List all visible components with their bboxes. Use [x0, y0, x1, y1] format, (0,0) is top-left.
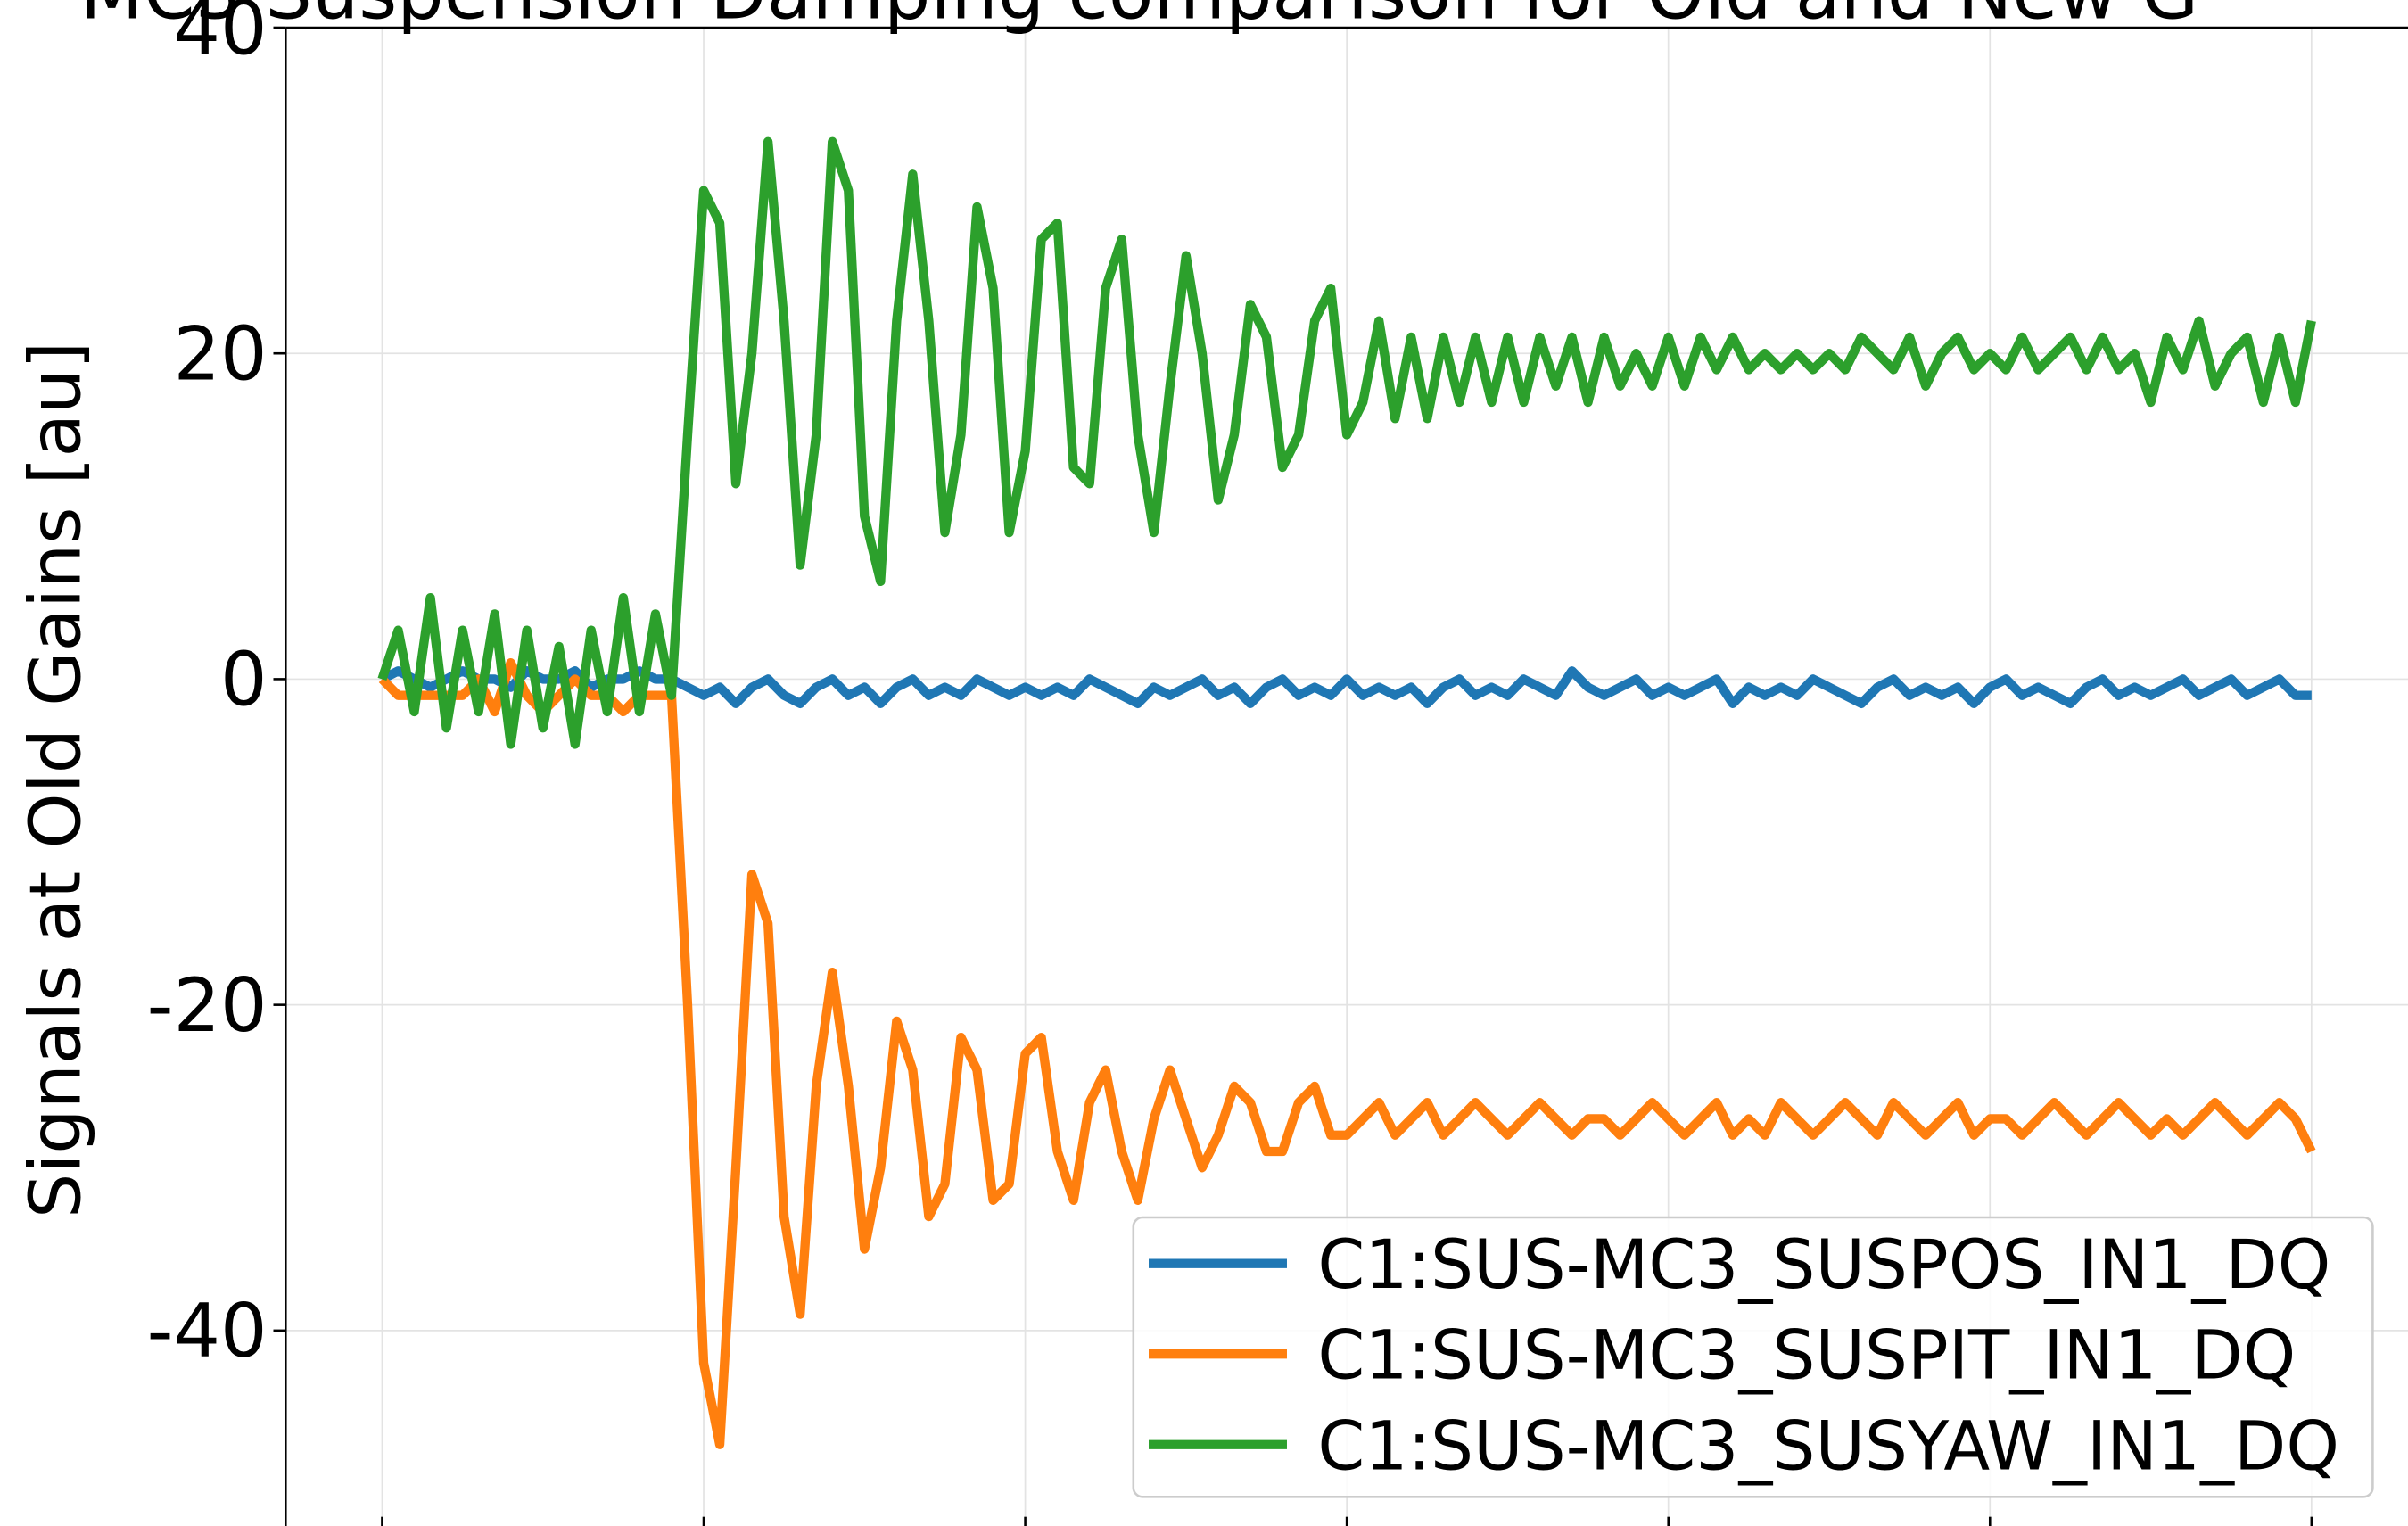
legend-label: C1:SUS-MC3_SUSPOS_IN1_DQ: [1317, 1225, 2330, 1304]
axes: -40 -20 0 20 40: [147, 0, 2408, 1526]
y-axis-label: Signals at Old Gains [au]: [14, 342, 97, 1218]
y-tick-label: 20: [173, 311, 267, 397]
series-line: [380, 666, 2312, 708]
plot-area: [377, 136, 2316, 1449]
y-tick-label: 40: [173, 0, 267, 71]
chart-title: MC3 Suspension Damping comparison for Ol…: [80, 0, 2199, 37]
y-tick-label: -40: [147, 1289, 268, 1374]
legend: C1:SUS-MC3_SUSPOS_IN1_DQ C1:SUS-MC3_SUSPI…: [1132, 1216, 2374, 1498]
series-line: [378, 658, 2316, 1449]
legend-label: C1:SUS-MC3_SUSYAW_IN1_DQ: [1317, 1406, 2339, 1485]
legend-label: C1:SUS-MC3_SUSPIT_IN1_DQ: [1317, 1316, 2296, 1395]
series-line: [377, 136, 2316, 749]
y-tick-label: 0: [220, 638, 268, 723]
legend-frame: [1132, 1216, 2374, 1498]
y-tick-label: -20: [147, 963, 268, 1049]
